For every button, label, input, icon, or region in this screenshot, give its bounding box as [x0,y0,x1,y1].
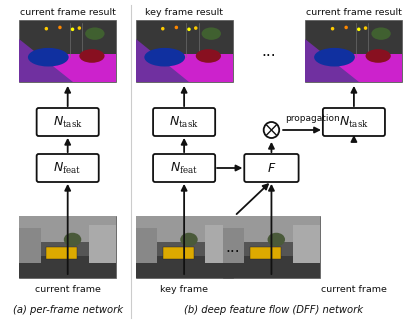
Bar [19,228,40,262]
Bar [305,54,403,82]
Circle shape [58,26,62,29]
Text: current frame: current frame [321,286,387,295]
Text: ...: ... [225,240,240,254]
Text: (a) per-frame network: (a) per-frame network [13,305,123,315]
Ellipse shape [267,233,285,246]
Circle shape [331,27,334,31]
Bar [163,247,194,260]
Polygon shape [305,39,359,82]
Circle shape [77,26,81,30]
Circle shape [71,27,74,31]
Ellipse shape [365,49,391,63]
Text: $N_\mathregular{feat}$: $N_\mathregular{feat}$ [54,160,82,175]
Circle shape [357,27,360,31]
Bar [19,256,116,278]
Bar [136,256,233,278]
Ellipse shape [196,49,221,63]
Bar [223,216,320,242]
Ellipse shape [201,27,221,40]
Bar [136,54,233,82]
Bar [89,225,116,262]
Bar [136,20,233,82]
Ellipse shape [144,48,185,67]
Bar [19,54,116,82]
Bar [206,225,233,262]
Ellipse shape [371,27,391,40]
Text: $N_\mathregular{task}$: $N_\mathregular{task}$ [53,114,83,129]
Bar [293,225,320,262]
Ellipse shape [314,48,355,67]
Bar [223,228,244,262]
Text: key frame: key frame [160,286,208,295]
Text: $N_\mathregular{feat}$: $N_\mathregular{feat}$ [170,160,198,175]
Bar [136,216,233,242]
Ellipse shape [80,49,105,63]
FancyBboxPatch shape [244,154,299,182]
Polygon shape [136,39,189,82]
Text: $N_\mathregular{task}$: $N_\mathregular{task}$ [169,114,199,129]
Ellipse shape [180,233,198,246]
FancyBboxPatch shape [153,108,215,136]
Text: key frame result: key frame result [145,7,223,16]
Bar [223,216,320,278]
Bar [250,247,281,260]
Bar [19,216,116,278]
Ellipse shape [85,27,105,40]
Circle shape [175,26,178,29]
Circle shape [344,26,348,29]
Bar [19,20,116,82]
Bar [136,228,157,262]
Polygon shape [19,39,73,82]
Text: (b) deep feature flow (DFF) network: (b) deep feature flow (DFF) network [184,305,363,315]
Bar [223,256,320,278]
Text: propagation: propagation [285,113,339,122]
Circle shape [264,122,279,138]
Text: current frame result: current frame result [306,7,402,16]
Bar [46,247,77,260]
Circle shape [364,26,368,30]
Text: $N_\mathregular{task}$: $N_\mathregular{task}$ [339,114,369,129]
Text: ...: ... [261,43,276,59]
Bar [136,216,233,278]
Circle shape [161,27,164,31]
Circle shape [44,27,48,31]
FancyBboxPatch shape [153,154,215,182]
Ellipse shape [28,48,69,67]
FancyBboxPatch shape [37,154,99,182]
Ellipse shape [64,233,81,246]
Text: $F$: $F$ [267,162,276,175]
Text: current frame result: current frame result [20,7,116,16]
Circle shape [187,27,191,31]
Circle shape [194,26,197,30]
FancyBboxPatch shape [37,108,99,136]
FancyBboxPatch shape [323,108,385,136]
Text: current frame: current frame [35,286,101,295]
Bar [19,216,116,242]
Bar [305,20,403,82]
